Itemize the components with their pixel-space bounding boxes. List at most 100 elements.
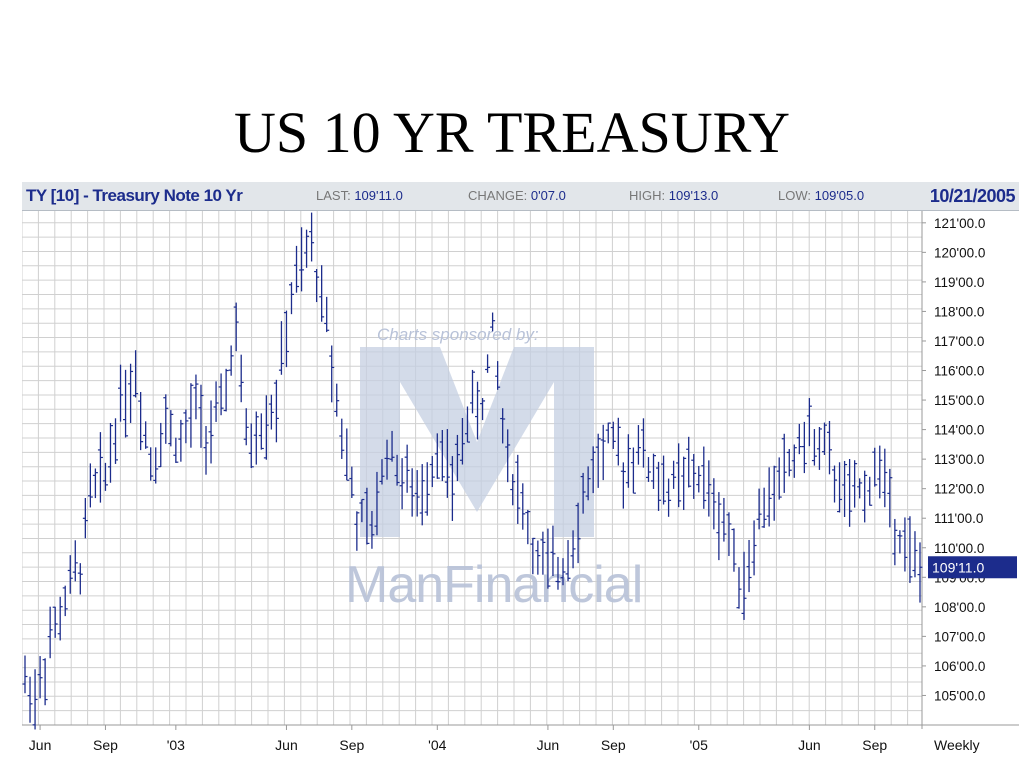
ohlc-bar [183,409,189,444]
y-tick-label: 113'00.0 [934,452,984,467]
ohlc-bar [656,461,662,511]
ohlc-bar [57,596,63,641]
y-tick-label: 108'00.0 [934,600,985,615]
quote-date: 10/21/2005 [929,186,1016,206]
x-tick-label: '05 [690,737,708,753]
ohlc-bar [590,446,596,494]
ohlc-bar [691,454,697,499]
high-label: HIGH: [629,188,666,203]
ohlc-bar [771,465,777,521]
x-tick-label: Sep [862,737,887,753]
ohlc-bar [570,530,576,569]
ohlc-bar [198,384,204,448]
ohlc-bar [857,478,863,499]
ohlc-bar [837,462,843,513]
ohlc-bar [610,421,616,449]
ohlc-bar [545,528,551,589]
ohlc-bar [208,400,214,464]
chart-grid [22,211,1019,729]
y-tick-label: 121'00.0 [934,216,985,231]
high-value: 109'13.0 [668,188,719,203]
ohlc-bar [178,419,184,462]
last-price-badge [928,556,1017,579]
x-tick-label: Sep [93,737,118,753]
ohlc-bar [238,354,244,403]
last-label: LAST: [316,188,351,203]
ohlc-bar [721,497,727,542]
ohlc-bar [640,418,646,468]
ohlc-bar [887,468,893,528]
ohlc-bar [319,265,325,322]
y-tick-label: 120'00.0 [934,245,985,260]
ohlc-bar [429,456,435,488]
ohlc-bar [72,540,78,582]
low-label: LOW: [778,188,811,203]
periodicity-label: Weekly [934,737,980,753]
ohlc-bar [867,476,873,506]
ohlc-bar [334,383,340,417]
ohlc-bar [485,354,491,373]
ohlc-bar [907,516,913,583]
ohlc-bar [842,460,848,518]
ohlc-bar [424,462,430,516]
ohlc-bar [736,567,742,609]
ohlc-bar [520,483,526,530]
ohlc-bar [852,460,858,508]
ohlc-bar [630,447,636,494]
ohlc-bar [801,421,807,474]
ohlc-bar [314,269,320,303]
ohlc-bar [419,464,425,526]
ohlc-bar [470,369,475,414]
ohlc-bar [847,459,853,527]
ohlc-bar [233,302,239,352]
ohlc-bar [268,394,274,430]
ohlc-bar [862,470,868,523]
ohlc-bar [173,437,179,463]
ohlc-bar [113,418,119,464]
ohlc-bar [87,463,93,508]
ohlc-bar [369,511,375,549]
ohlc-bar [701,446,707,509]
ohlc-bar [409,468,415,517]
ohlc-bar [344,428,350,481]
ohlc-bar [354,511,360,551]
ohlc-bar [299,227,305,292]
ohlc-bar [897,530,903,554]
ohlc-bar [153,447,159,484]
ohlc-bar [439,429,445,482]
ohlc-bar [791,444,797,478]
ohlc-bar [394,454,400,486]
ohlc-bar [118,364,124,422]
ohlc-bar [821,422,827,455]
ohlc-bar [359,498,365,523]
x-tick-label: '03 [167,737,185,753]
ohlc-bar [243,408,249,446]
ohlc-bar [228,345,234,376]
ohlc-bar [273,379,279,443]
ohlc-bar [37,656,43,699]
ohlc-bar [218,373,224,416]
ohlc-bar [681,456,687,510]
ohlc-bar [811,429,817,466]
change-stat: CHANGE: 0'07.0 [468,182,566,210]
ohlc-bar [309,212,315,262]
ohlc-bar [605,422,611,444]
ohlc-bar [666,478,672,517]
ohlc-bar [786,449,792,477]
ohlc-bar [615,417,621,466]
y-tick-label: 119'00.0 [934,275,984,290]
quote-header: TY [10] - Treasury Note 10 Yr LAST: 109'… [22,182,1019,211]
ohlc-bar [213,381,219,422]
x-tick-label: Jun [537,737,560,753]
ohlc-bar [585,466,591,501]
ohlc-bar [505,429,511,483]
ohlc-bar [123,369,129,438]
ohlc-bar [304,229,310,268]
ohlc-bar [374,471,380,536]
ohlc-bar [525,509,531,545]
ohlc-bar [756,488,762,530]
ohlc-bar [595,433,601,488]
change-value: 0'07.0 [530,188,566,203]
ohlc-bar [560,558,566,586]
ohlc-bar [97,432,103,503]
